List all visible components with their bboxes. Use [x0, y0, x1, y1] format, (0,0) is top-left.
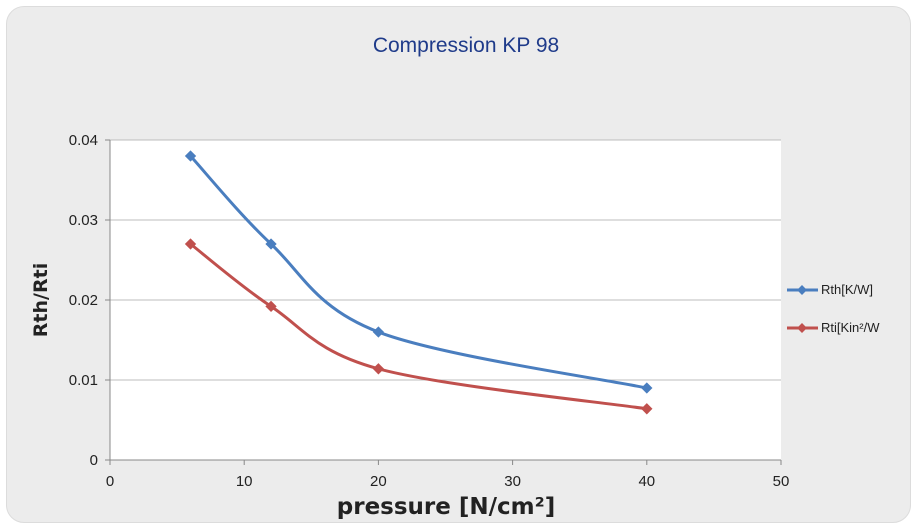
legend-marker-rti-kin-w: [797, 323, 807, 333]
series-line-rti-kin-w: [189, 242, 648, 411]
data-point-rti-kin-w: [641, 403, 653, 415]
legend: Rth[K/W] Rti[Kin²/W: [787, 282, 880, 335]
x-tick-label: 40: [638, 473, 655, 490]
y-tick-label: 0: [90, 452, 98, 469]
data-point-rti-kin-w: [265, 300, 277, 313]
data-point-rth-k-w: [265, 238, 277, 250]
y-tick-label: 0.03: [69, 212, 98, 229]
y-tick-labels: 0 0.01 0.02 0.03 0.04: [69, 132, 98, 469]
x-tick-label: 0: [106, 473, 114, 490]
x-tick-label: 30: [504, 473, 521, 490]
x-tick-label: 20: [370, 473, 387, 490]
series-line-rth-k-w: [189, 154, 648, 390]
y-tick-label: 0.02: [69, 292, 98, 309]
data-point-rth-k-w: [184, 150, 197, 162]
legend-label-rth-k-w: Rth[K/W]: [821, 282, 873, 297]
data-point-rti-kin-w: [372, 363, 385, 375]
chart-title: Compression KP 98: [373, 34, 559, 57]
data-point-rth-k-w: [641, 382, 653, 394]
series-group: [184, 150, 653, 415]
y-tick-label: 0.01: [69, 372, 98, 389]
data-point-rth-k-w: [372, 326, 385, 338]
x-tick-label: 10: [236, 473, 253, 490]
legend-marker-rth-k-w: [797, 285, 807, 295]
x-tick-labels: 0 10 20 30 40 50: [106, 473, 790, 490]
legend-label-rti-kin-w: Rti[Kin²/W: [821, 320, 880, 335]
x-tick-label: 50: [773, 473, 790, 490]
x-axis-label: pressure [N/cm²]: [337, 494, 555, 520]
y-axis-label: Rth/Rti: [30, 263, 52, 337]
grid: [110, 139, 781, 381]
y-tick-label: 0.04: [69, 132, 98, 149]
data-point-rti-kin-w: [184, 238, 197, 250]
axes: [105, 139, 782, 465]
